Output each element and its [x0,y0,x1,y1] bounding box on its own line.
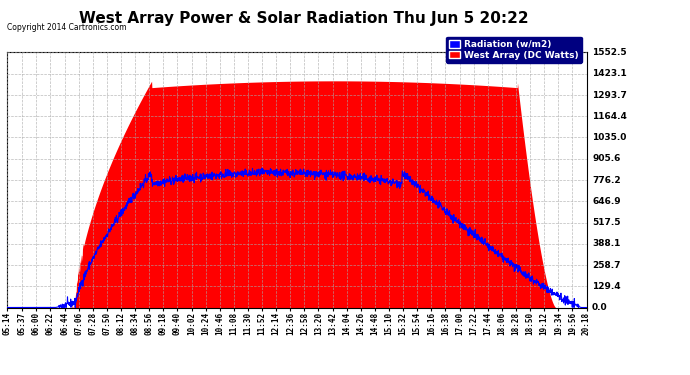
Legend: Radiation (w/m2), West Array (DC Watts): Radiation (w/m2), West Array (DC Watts) [446,37,582,63]
Text: 0.0: 0.0 [592,303,608,312]
Text: 776.2: 776.2 [592,176,621,184]
Text: 517.5: 517.5 [592,218,620,227]
Text: 1164.4: 1164.4 [592,112,627,121]
Text: 258.7: 258.7 [592,261,620,270]
Text: 388.1: 388.1 [592,239,620,248]
Text: 1423.1: 1423.1 [592,69,627,78]
Text: 1293.7: 1293.7 [592,90,627,99]
Text: Copyright 2014 Cartronics.com: Copyright 2014 Cartronics.com [7,23,126,32]
Text: 905.6: 905.6 [592,154,620,163]
Text: 1552.5: 1552.5 [592,48,627,57]
Text: 1035.0: 1035.0 [592,133,627,142]
Text: 646.9: 646.9 [592,197,621,206]
Text: West Array Power & Solar Radiation Thu Jun 5 20:22: West Array Power & Solar Radiation Thu J… [79,11,529,26]
Text: 129.4: 129.4 [592,282,621,291]
